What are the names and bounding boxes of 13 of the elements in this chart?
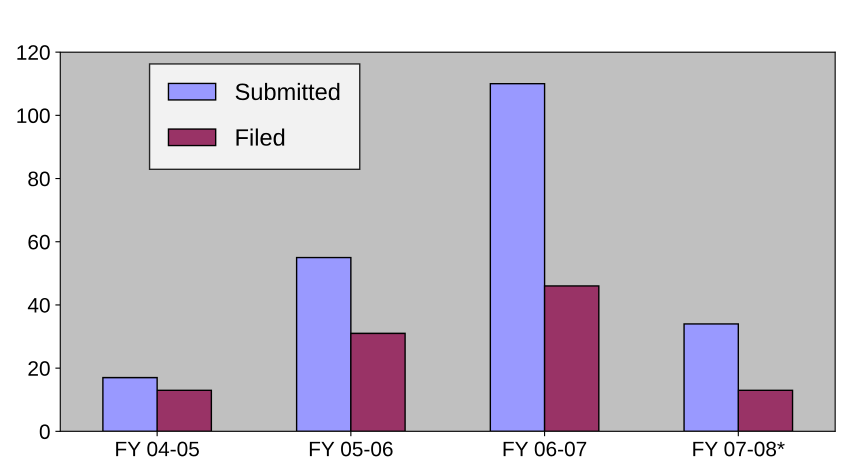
y-tick-label: 120 (17, 45, 50, 60)
y-tick-label: 20 (28, 361, 50, 376)
x-tick-label: FY 04-05 (116, 442, 199, 456)
y-tick-label: 60 (28, 234, 50, 250)
x-tick-label: FY 07-08* (693, 442, 785, 456)
y-tick-label: 40 (28, 298, 50, 313)
x-tick-label: FY 06-07 (504, 442, 586, 456)
y-tick-label: 0 (40, 424, 50, 440)
legend-label: Filed (236, 128, 284, 146)
y-tick-label: 80 (28, 172, 50, 186)
legend-label: Submitted (236, 82, 340, 100)
x-tick-label: FY 05-06 (310, 442, 393, 456)
y-tick-label: 100 (17, 108, 50, 124)
